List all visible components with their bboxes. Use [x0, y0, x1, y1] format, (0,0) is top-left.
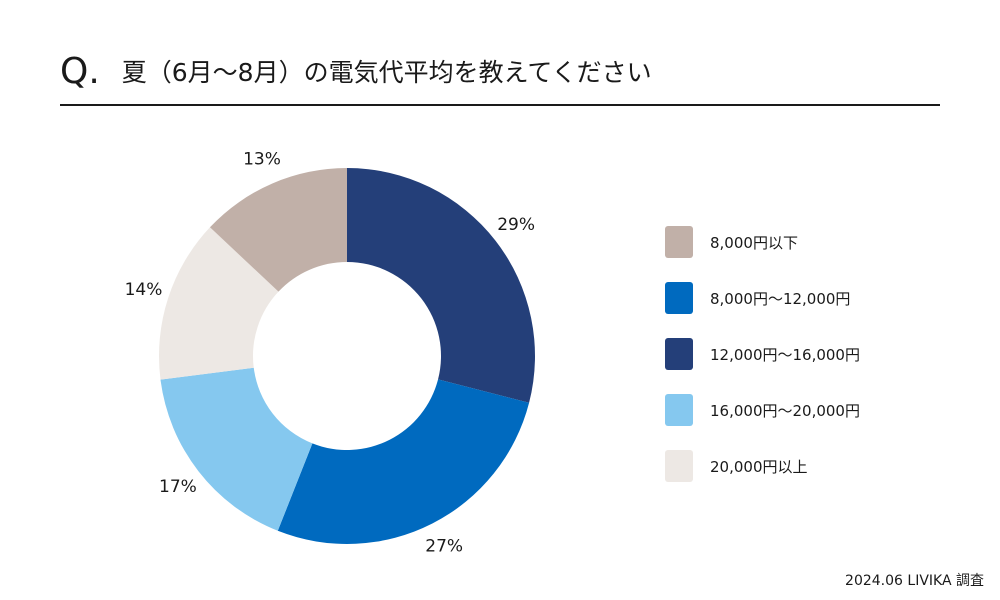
legend-label-3: 16,000円〜20,000円	[710, 401, 860, 420]
legend-item-0: 8,000円以下	[665, 226, 860, 258]
slice-label-3: 17%	[159, 477, 197, 497]
legend-item-2: 12,000円〜16,000円	[665, 338, 860, 370]
slice-label-4: 14%	[125, 280, 163, 300]
donut-slice-4	[159, 227, 279, 380]
donut-slice-1	[277, 379, 530, 544]
donut-slice-0	[209, 168, 347, 292]
legend-label-4: 20,000円以上	[710, 457, 808, 476]
legend-swatch-2	[665, 338, 693, 370]
legend-swatch-0	[665, 226, 693, 258]
slice-label-1: 27%	[425, 537, 463, 557]
donut-slice-2	[347, 168, 535, 403]
legend-swatch-3	[665, 394, 693, 426]
slice-label-2: 29%	[497, 215, 535, 235]
legend-item-3: 16,000円〜20,000円	[665, 394, 860, 426]
chart-title: 夏（6月〜8月）の電気代平均を教えてください	[121, 57, 652, 87]
legend-item-1: 8,000円〜12,000円	[665, 282, 860, 314]
chart-legend: 8,000円以下 8,000円〜12,000円 12,000円〜16,000円 16,…	[665, 226, 860, 506]
legend-item-4: 20,000円以上	[665, 450, 860, 482]
slice-label-0: 13%	[243, 150, 281, 170]
legend-label-1: 8,000円〜12,000円	[710, 289, 851, 308]
question-mark-label: Q.	[60, 51, 100, 92]
donut-slice-3	[160, 367, 313, 531]
legend-label-0: 8,000円以下	[710, 233, 798, 252]
source-note: 2024.06 LIVIKA 調査	[845, 573, 984, 589]
chart-header: Q. 夏（6月〜8月）の電気代平均を教えてください	[60, 40, 940, 106]
legend-swatch-4	[665, 450, 693, 482]
legend-label-2: 12,000円〜16,000円	[710, 345, 860, 364]
legend-swatch-1	[665, 282, 693, 314]
